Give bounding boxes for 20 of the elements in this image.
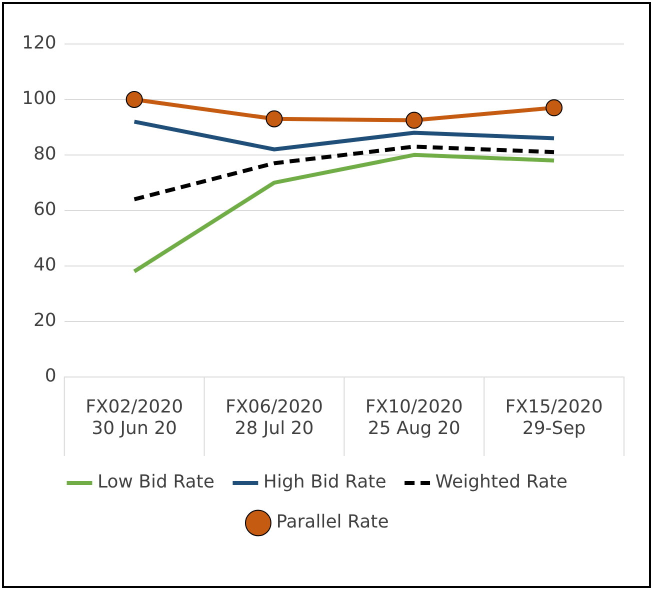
legend-label: Parallel Rate xyxy=(276,512,389,533)
legend-label: Weighted Rate xyxy=(435,472,568,493)
point xyxy=(126,90,143,108)
x-tick-label: FX10/2020 25 Aug 20 xyxy=(365,396,463,439)
x-tick-label: FX15/2020 29-Sep xyxy=(505,396,603,439)
y-tick-label: 120 xyxy=(22,32,56,54)
line-series xyxy=(132,144,556,202)
y-tick-label: 100 xyxy=(22,88,56,110)
point xyxy=(406,112,423,129)
x-tick-label: FX06/2020 28 Jul 20 xyxy=(225,396,323,439)
legend-label: High Bid Rate xyxy=(263,472,386,493)
point xyxy=(266,110,283,128)
point xyxy=(546,99,563,116)
legend-label: Low Bid Rate xyxy=(97,472,214,493)
x-tick-label: FX02/2020 30 Jun 20 xyxy=(86,396,184,439)
y-tick-label: 80 xyxy=(33,144,56,165)
y-tick-label: 60 xyxy=(33,199,56,220)
y-tick-label: 40 xyxy=(33,254,56,276)
y-tick-label: 0 xyxy=(44,365,56,386)
y-tick-label: 20 xyxy=(33,310,56,332)
